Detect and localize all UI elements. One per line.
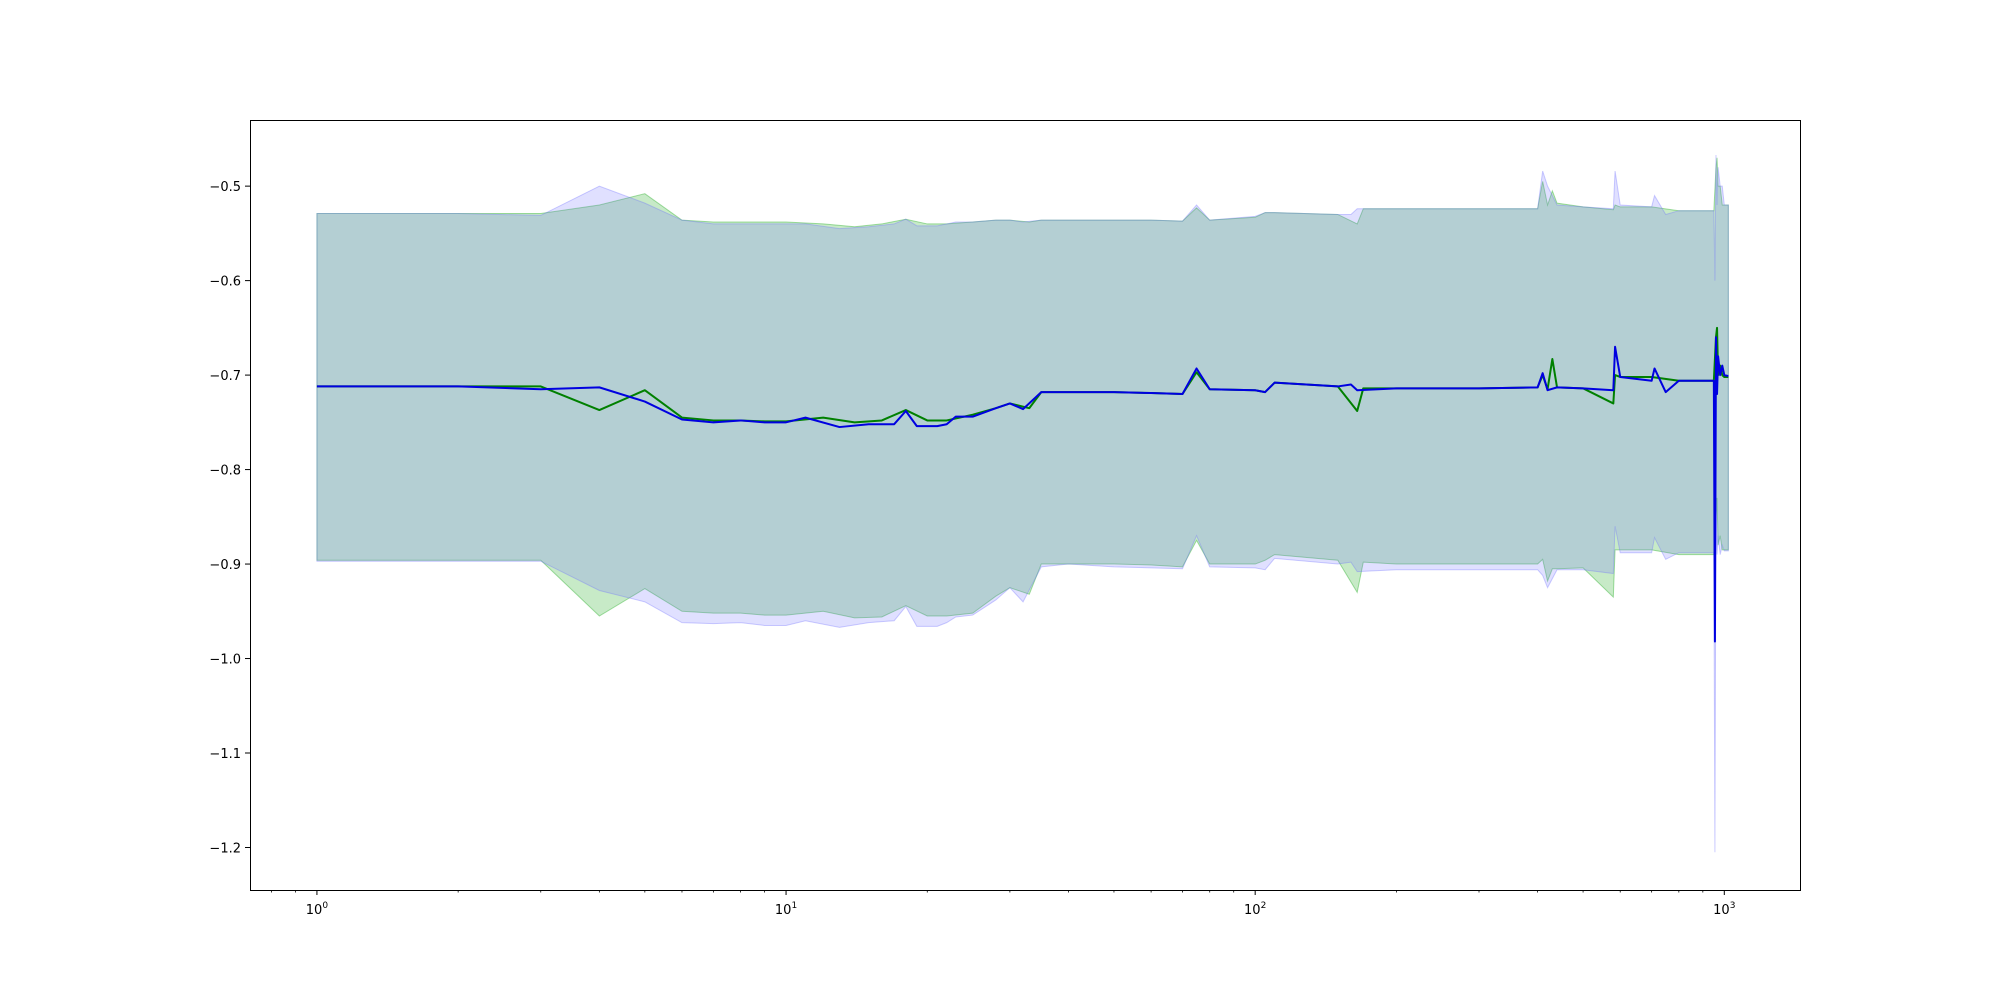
- y-tick-label: −1.0: [209, 653, 241, 668]
- x-tick-label: 103: [1713, 901, 1735, 918]
- x-tick-label: 102: [1244, 901, 1266, 918]
- y-tick-label: −0.9: [209, 558, 241, 573]
- series-lines: [316, 326, 1729, 643]
- y-tick-label: −0.8: [209, 464, 241, 479]
- series-2-line: [316, 336, 1729, 643]
- y-tick-label: −1.1: [209, 747, 241, 762]
- x-tick-label: 100: [306, 901, 329, 918]
- confidence-bands: [316, 154, 1729, 853]
- x-tick-label: 101: [775, 901, 797, 918]
- series-2-confidence-band: [316, 154, 1729, 853]
- y-tick-label: −0.7: [209, 369, 241, 384]
- plot-area-frame: [250, 120, 1801, 891]
- series-1-confidence-band: [316, 157, 1729, 619]
- y-tick-label: −0.5: [209, 180, 241, 195]
- y-axis: −0.5 −0.6 −0.7 −0.8 −0.9 −1.0 −1.1 −1.2: [209, 180, 250, 856]
- y-tick-label: −0.6: [209, 275, 241, 290]
- y-tick-label: −1.2: [209, 841, 241, 856]
- x-axis: 100 101 102 103: [271, 890, 1735, 918]
